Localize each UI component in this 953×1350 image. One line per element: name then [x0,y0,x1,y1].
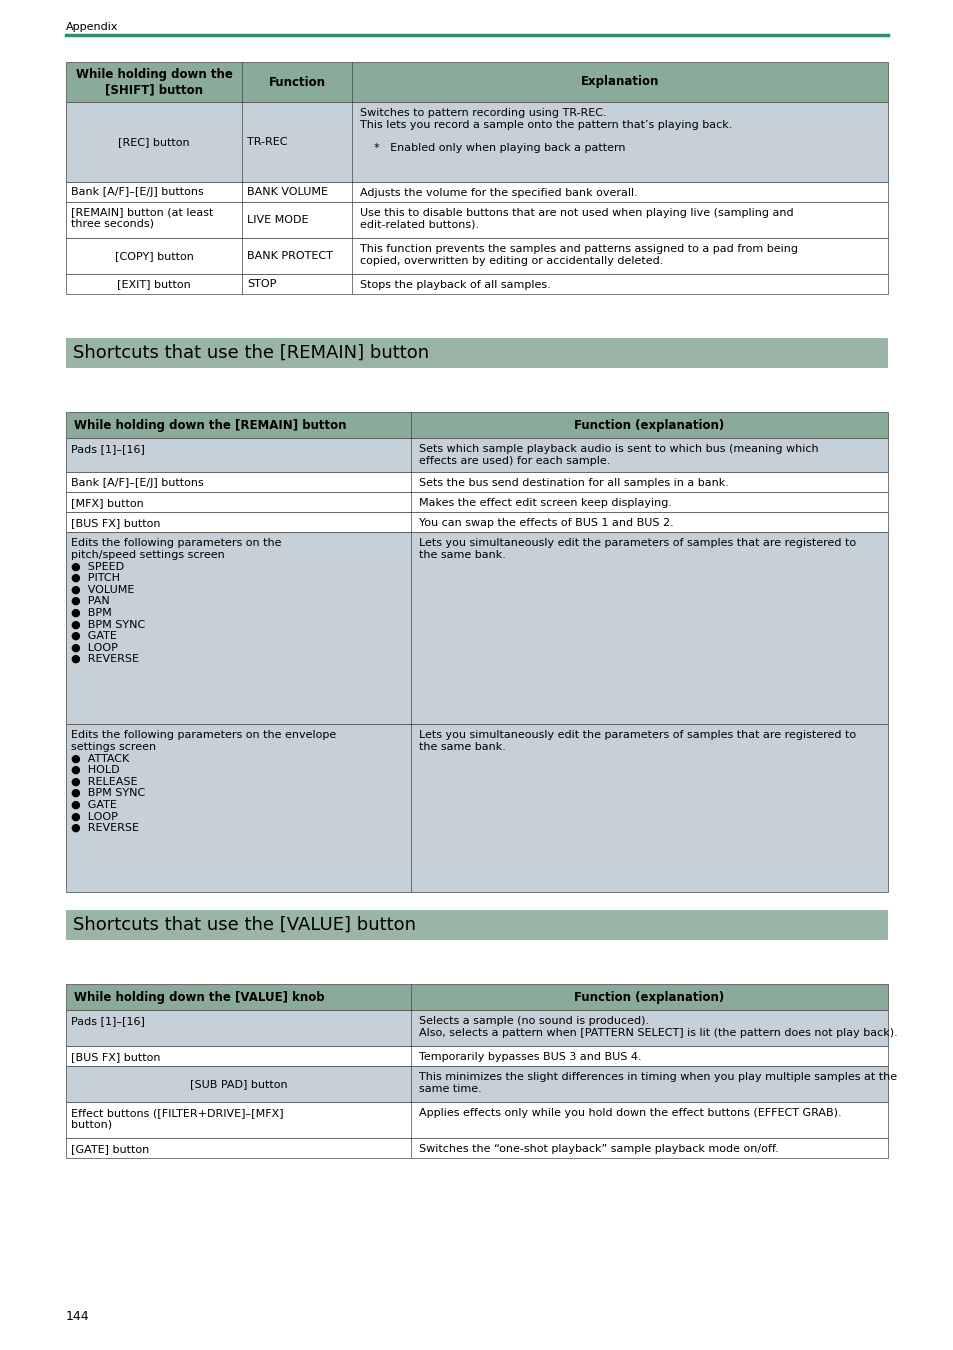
Text: TR-REC: TR-REC [247,136,287,147]
Text: Sets the bus send destination for all samples in a bank.: Sets the bus send destination for all sa… [418,478,728,487]
Text: Applies effects only while you hold down the effect buttons (EFFECT GRAB).: Applies effects only while you hold down… [418,1108,841,1118]
Text: Makes the effect edit screen keep displaying.: Makes the effect edit screen keep displa… [418,498,671,508]
Text: LIVE MODE: LIVE MODE [247,215,308,225]
Bar [66,62,887,103]
Text: [BUS FX] button: [BUS FX] button [71,518,160,528]
Text: Stops the playback of all samples.: Stops the playback of all samples. [359,279,550,290]
Text: Adjusts the volume for the specified bank overall.: Adjusts the volume for the specified ban… [359,188,638,198]
Bar [66,910,887,940]
Bar [66,512,887,532]
Text: Bank [A/F]–[E/J] buttons: Bank [A/F]–[E/J] buttons [71,188,204,197]
Text: Sets which sample playback audio is sent to which bus (meaning which
effects are: Sets which sample playback audio is sent… [418,444,818,466]
Text: Function: Function [268,76,325,89]
Text: Appendix: Appendix [66,22,118,32]
Text: Lets you simultaneously edit the parameters of samples that are registered to
th: Lets you simultaneously edit the paramet… [418,539,855,560]
Text: Lets you simultaneously edit the parameters of samples that are registered to
th: Lets you simultaneously edit the paramet… [418,730,855,752]
Bar [66,1010,887,1046]
Text: Selects a sample (no sound is produced).
Also, selects a pattern when [PATTERN S: Selects a sample (no sound is produced).… [418,1017,897,1038]
Text: While holding down the [VALUE] knob: While holding down the [VALUE] knob [74,991,324,1003]
Text: [BUS FX] button: [BUS FX] button [71,1052,160,1062]
Text: Edits the following parameters on the envelope
settings screen
●  ATTACK
●  HOLD: Edits the following parameters on the en… [71,730,335,833]
Text: You can swap the effects of BUS 1 and BUS 2.: You can swap the effects of BUS 1 and BU… [418,518,673,528]
Text: Pads [1]–[16]: Pads [1]–[16] [71,444,145,454]
Text: Temporarily bypasses BUS 3 and BUS 4.: Temporarily bypasses BUS 3 and BUS 4. [418,1052,641,1062]
Text: BANK PROTECT: BANK PROTECT [247,251,333,261]
Text: Edits the following parameters on the
pitch/speed settings screen
●  SPEED
●  PI: Edits the following parameters on the pi… [71,539,281,664]
Text: While holding down the
[SHIFT] button: While holding down the [SHIFT] button [75,68,233,96]
Text: This function prevents the samples and patterns assigned to a pad from being
cop: This function prevents the samples and p… [359,244,797,266]
Bar [66,182,887,202]
Text: Use this to disable buttons that are not used when playing live (sampling and
ed: Use this to disable buttons that are not… [359,208,793,230]
Text: Shortcuts that use the [VALUE] button: Shortcuts that use the [VALUE] button [73,917,416,934]
Text: Switches the “one-shot playback” sample playback mode on/off.: Switches the “one-shot playback” sample … [418,1143,778,1154]
Text: Function (explanation): Function (explanation) [574,418,724,432]
Text: 144: 144 [66,1310,90,1323]
Bar [66,1102,887,1138]
Text: [EXIT] button: [EXIT] button [117,279,191,289]
Bar [66,202,887,238]
Text: [MFX] button: [MFX] button [71,498,144,508]
Text: Effect buttons ([FILTER+DRIVE]–[MFX]
button): Effect buttons ([FILTER+DRIVE]–[MFX] but… [71,1108,283,1130]
Bar [66,472,887,491]
Text: [REC] button: [REC] button [118,136,190,147]
Bar [66,437,887,472]
Bar [66,103,887,182]
Text: Explanation: Explanation [580,76,659,89]
Text: While holding down the [REMAIN] button: While holding down the [REMAIN] button [74,418,346,432]
Bar [66,412,887,437]
Text: Switches to pattern recording using TR-REC.
This lets you record a sample onto t: Switches to pattern recording using TR-R… [359,108,732,153]
Bar [66,532,887,724]
Bar [66,1138,887,1158]
Text: BANK VOLUME: BANK VOLUME [247,188,328,197]
Bar [66,1066,887,1102]
Bar [66,1046,887,1066]
Text: [SUB PAD] button: [SUB PAD] button [190,1079,287,1089]
Bar [66,338,887,369]
Text: [COPY] button: [COPY] button [114,251,193,261]
Bar [66,238,887,274]
Text: This minimizes the slight differences in timing when you play multiple samples a: This minimizes the slight differences in… [418,1072,896,1094]
Text: Shortcuts that use the [REMAIN] button: Shortcuts that use the [REMAIN] button [73,344,429,362]
Text: STOP: STOP [247,279,276,289]
Text: [REMAIN] button (at least
three seconds): [REMAIN] button (at least three seconds) [71,207,213,228]
Bar [66,491,887,512]
Text: Function (explanation): Function (explanation) [574,991,724,1003]
Text: Bank [A/F]–[E/J] buttons: Bank [A/F]–[E/J] buttons [71,478,204,487]
Bar [66,274,887,294]
Text: Pads [1]–[16]: Pads [1]–[16] [71,1017,145,1026]
Bar [66,984,887,1010]
Text: [GATE] button: [GATE] button [71,1143,149,1154]
Bar [66,724,887,892]
